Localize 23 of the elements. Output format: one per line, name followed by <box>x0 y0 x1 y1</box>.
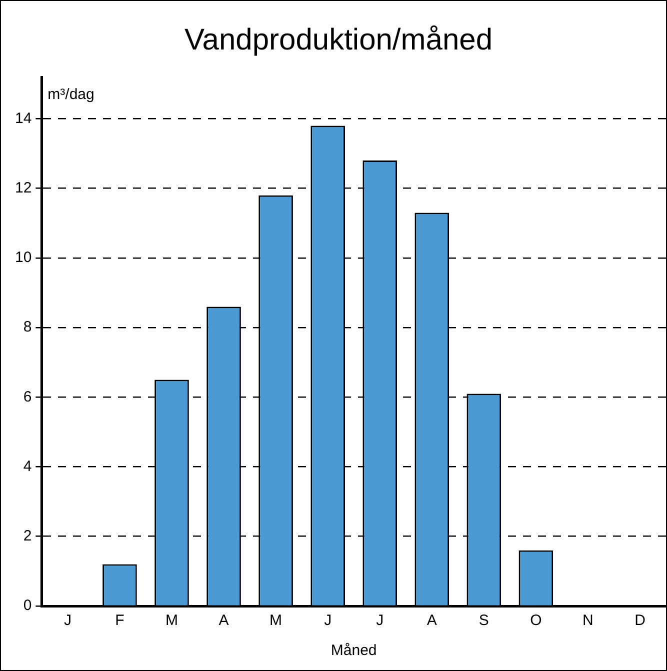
x-tick-label: O <box>530 612 542 630</box>
x-tick-label: M <box>270 612 282 630</box>
x-tick-label: N <box>582 612 594 630</box>
y-tick-label: 4 <box>23 458 32 475</box>
x-tick-label: M <box>166 612 178 630</box>
chart-title: Vandproduktion/måned <box>184 23 492 56</box>
x-tick-label: A <box>218 612 229 630</box>
y-tick-label: 12 <box>14 180 32 197</box>
x-tick-label: J <box>376 612 384 630</box>
y-tick-label: 0 <box>23 597 32 614</box>
y-tick-label: 8 <box>23 318 32 336</box>
y-tick-label: 14 <box>14 110 32 127</box>
y-tick-label: 6 <box>23 388 32 406</box>
x-tick-label: S <box>478 612 489 630</box>
x-tick-label: F <box>115 612 124 630</box>
x-axis-title: Måned <box>330 642 377 660</box>
y-axis-title: m³/dag <box>48 86 94 103</box>
x-tick-label: A <box>426 612 437 630</box>
x-tick-label: J <box>64 612 72 630</box>
x-tick-label: J <box>324 612 332 630</box>
x-tick-label: D <box>634 612 646 630</box>
y-tick-label: 2 <box>23 528 32 545</box>
y-tick-label: 10 <box>14 249 32 266</box>
